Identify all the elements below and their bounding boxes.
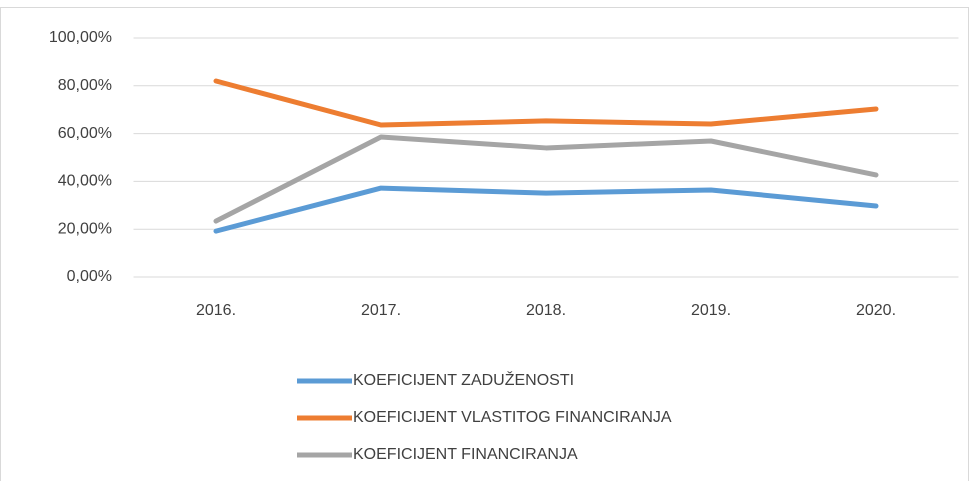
x-tick-label: 2018. [526, 302, 566, 319]
x-tick-label: 2016. [196, 302, 236, 319]
y-tick-label: 20,00% [58, 220, 112, 237]
chart-frame [0, 7, 969, 481]
y-tick-label: 100,00% [49, 29, 112, 46]
legend-label: KOEFICIJENT FINANCIRANJA [353, 446, 578, 463]
series-line [213, 185, 879, 234]
series-line [213, 134, 879, 224]
x-tick-label: 2019. [691, 302, 731, 319]
x-tick-label: 2017. [361, 302, 401, 319]
x-tick-label: 2020. [856, 302, 896, 319]
series-line [213, 78, 879, 128]
y-tick-label: 0,00% [67, 268, 112, 285]
y-tick-label: 40,00% [58, 173, 112, 190]
legend-label: KOEFICIJENT ZADUŽENOSTI [353, 370, 574, 389]
legend-label: KOEFICIJENT VLASTITOG FINANCIRANJA [353, 409, 672, 426]
y-tick-label: 60,00% [58, 125, 112, 142]
y-tick-label: 80,00% [58, 77, 112, 94]
